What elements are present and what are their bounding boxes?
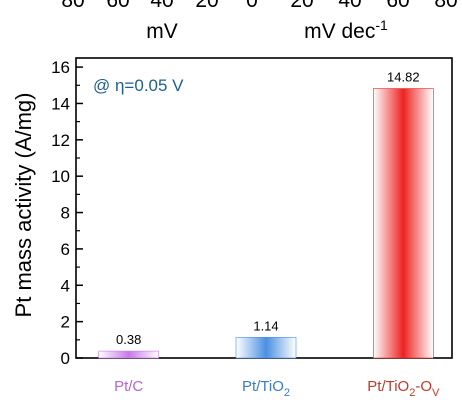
- top-strip: 80 60 40 20 0 20 40 60 80 mV mV dec-1: [61, 0, 457, 43]
- y-tick-label: 14: [51, 94, 70, 113]
- y-tick-label: 2: [61, 313, 70, 332]
- top-right-tick-label: 80: [434, 0, 457, 12]
- value-label: 1.14: [253, 318, 278, 333]
- top-right-tick-label: 20: [290, 0, 313, 12]
- bar-2: [373, 88, 434, 359]
- annotation: @ η=0.05 V: [93, 76, 184, 95]
- category-label: Pt/C: [114, 378, 143, 395]
- bars: [98, 88, 434, 359]
- top-right-tick-label: 60: [386, 0, 409, 12]
- top-left-tick-label: 40: [150, 0, 173, 12]
- y-tick-label: 6: [61, 240, 70, 259]
- y-tick-label: 0: [61, 349, 70, 368]
- category-label: Pt/TiO2: [242, 378, 290, 399]
- top-left-tick-label: 20: [195, 0, 218, 12]
- top-right-unit: mV dec-1: [304, 17, 388, 43]
- category-label: Pt/TiO2-OV: [367, 378, 440, 399]
- value-label: 14.82: [387, 70, 420, 85]
- y-tick-label: 12: [51, 131, 70, 150]
- y-tick-label: 4: [61, 276, 70, 295]
- y-axis-label: Pt mass activity (A/mg): [11, 93, 36, 318]
- value-label: 0.38: [116, 332, 141, 347]
- y-axis-ticks: 0 2 4 6 8 10 12 14 16: [51, 58, 83, 368]
- bar-1: [235, 336, 297, 359]
- y-tick-label: 10: [51, 167, 70, 186]
- bar-0: [98, 350, 159, 359]
- top-left-tick-label: 60: [106, 0, 129, 12]
- y-tick-label: 16: [51, 58, 70, 77]
- top-left-unit: mV: [146, 20, 178, 43]
- category-labels: Pt/C Pt/TiO2 Pt/TiO2-OV: [114, 378, 440, 399]
- top-left-tick-label: 0: [246, 0, 258, 12]
- top-left-tick-label: 80: [61, 0, 84, 12]
- value-labels: 0.38 1.14 14.82: [116, 70, 420, 348]
- top-right-tick-label: 40: [338, 0, 361, 12]
- y-tick-label: 8: [61, 204, 70, 223]
